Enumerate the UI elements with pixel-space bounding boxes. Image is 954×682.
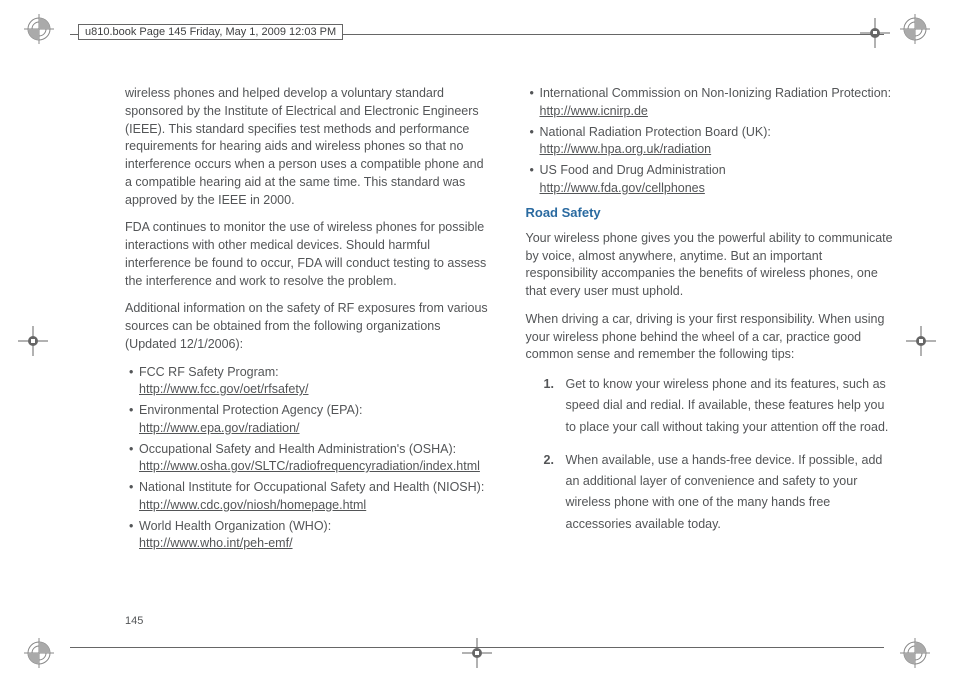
link-label: FCC RF Safety Program: — [139, 365, 279, 379]
hyperlink[interactable]: http://www.epa.gov/radiation/ — [139, 420, 494, 438]
link-label: US Food and Drug Administration — [540, 163, 726, 177]
link-label: Environmental Protection Agency (EPA): — [139, 403, 363, 417]
registration-mark-icon — [900, 638, 930, 668]
body-paragraph: Your wireless phone gives you the powerf… — [526, 230, 895, 301]
link-list: FCC RF Safety Program: http://www.fcc.gov… — [129, 364, 494, 554]
link-label: National Institute for Occupational Safe… — [139, 480, 484, 494]
link-label: World Health Organization (WHO): — [139, 519, 331, 533]
hyperlink[interactable]: http://www.who.int/peh-emf/ — [139, 535, 494, 553]
crop-mark-icon — [18, 326, 48, 356]
list-item: World Health Organization (WHO): http://w… — [129, 518, 494, 554]
list-text: When available, use a hands-free device.… — [566, 453, 883, 531]
link-label: National Radiation Protection Board (UK)… — [540, 125, 771, 139]
crop-mark-icon — [462, 638, 492, 668]
section-heading: Road Safety — [526, 204, 895, 222]
list-item: 1. Get to know your wireless phone and it… — [544, 374, 895, 438]
page-number: 145 — [125, 615, 143, 627]
crop-mark-icon — [860, 18, 890, 48]
registration-mark-icon — [24, 638, 54, 668]
footer-rule — [70, 647, 884, 648]
hyperlink[interactable]: http://www.cdc.gov/niosh/homepage.html — [139, 497, 494, 515]
list-item: 2. When available, use a hands-free devic… — [544, 450, 895, 535]
link-list: International Commission on Non-Ionizing… — [530, 85, 895, 198]
list-item: National Radiation Protection Board (UK)… — [530, 124, 895, 160]
numbered-list: 1. Get to know your wireless phone and it… — [544, 374, 895, 535]
hyperlink[interactable]: http://www.fcc.gov/oet/rfsafety/ — [139, 381, 494, 399]
registration-mark-icon — [900, 14, 930, 44]
list-item: International Commission on Non-Ionizing… — [530, 85, 895, 121]
page-content: wireless phones and helped develop a vol… — [125, 85, 894, 612]
hyperlink[interactable]: http://www.icnirp.de — [540, 103, 895, 121]
list-number: 2. — [544, 450, 554, 471]
registration-mark-icon — [24, 14, 54, 44]
link-label: Occupational Safety and Health Administr… — [139, 442, 456, 456]
list-item: FCC RF Safety Program: http://www.fcc.gov… — [129, 364, 494, 400]
list-text: Get to know your wireless phone and its … — [566, 377, 889, 434]
column-right: International Commission on Non-Ionizing… — [526, 85, 895, 612]
column-left: wireless phones and helped develop a vol… — [125, 85, 494, 612]
header-meta: u810.book Page 145 Friday, May 1, 2009 1… — [78, 24, 343, 40]
body-paragraph: FDA continues to monitor the use of wire… — [125, 219, 494, 290]
body-paragraph: wireless phones and helped develop a vol… — [125, 85, 494, 209]
hyperlink[interactable]: http://www.fda.gov/cellphones — [540, 180, 895, 198]
header-meta-text: u810.book Page 145 Friday, May 1, 2009 1… — [85, 26, 336, 38]
list-item: National Institute for Occupational Safe… — [129, 479, 494, 515]
list-number: 1. — [544, 374, 554, 395]
list-item: Environmental Protection Agency (EPA): ht… — [129, 402, 494, 438]
body-paragraph: When driving a car, driving is your firs… — [526, 311, 895, 364]
link-label: International Commission on Non-Ionizing… — [540, 86, 892, 100]
hyperlink[interactable]: http://www.osha.gov/SLTC/radiofrequencyr… — [139, 458, 494, 476]
body-paragraph: Additional information on the safety of … — [125, 300, 494, 353]
hyperlink[interactable]: http://www.hpa.org.uk/radiation — [540, 141, 895, 159]
list-item: US Food and Drug Administration http://ww… — [530, 162, 895, 198]
crop-mark-icon — [906, 326, 936, 356]
list-item: Occupational Safety and Health Administr… — [129, 441, 494, 477]
